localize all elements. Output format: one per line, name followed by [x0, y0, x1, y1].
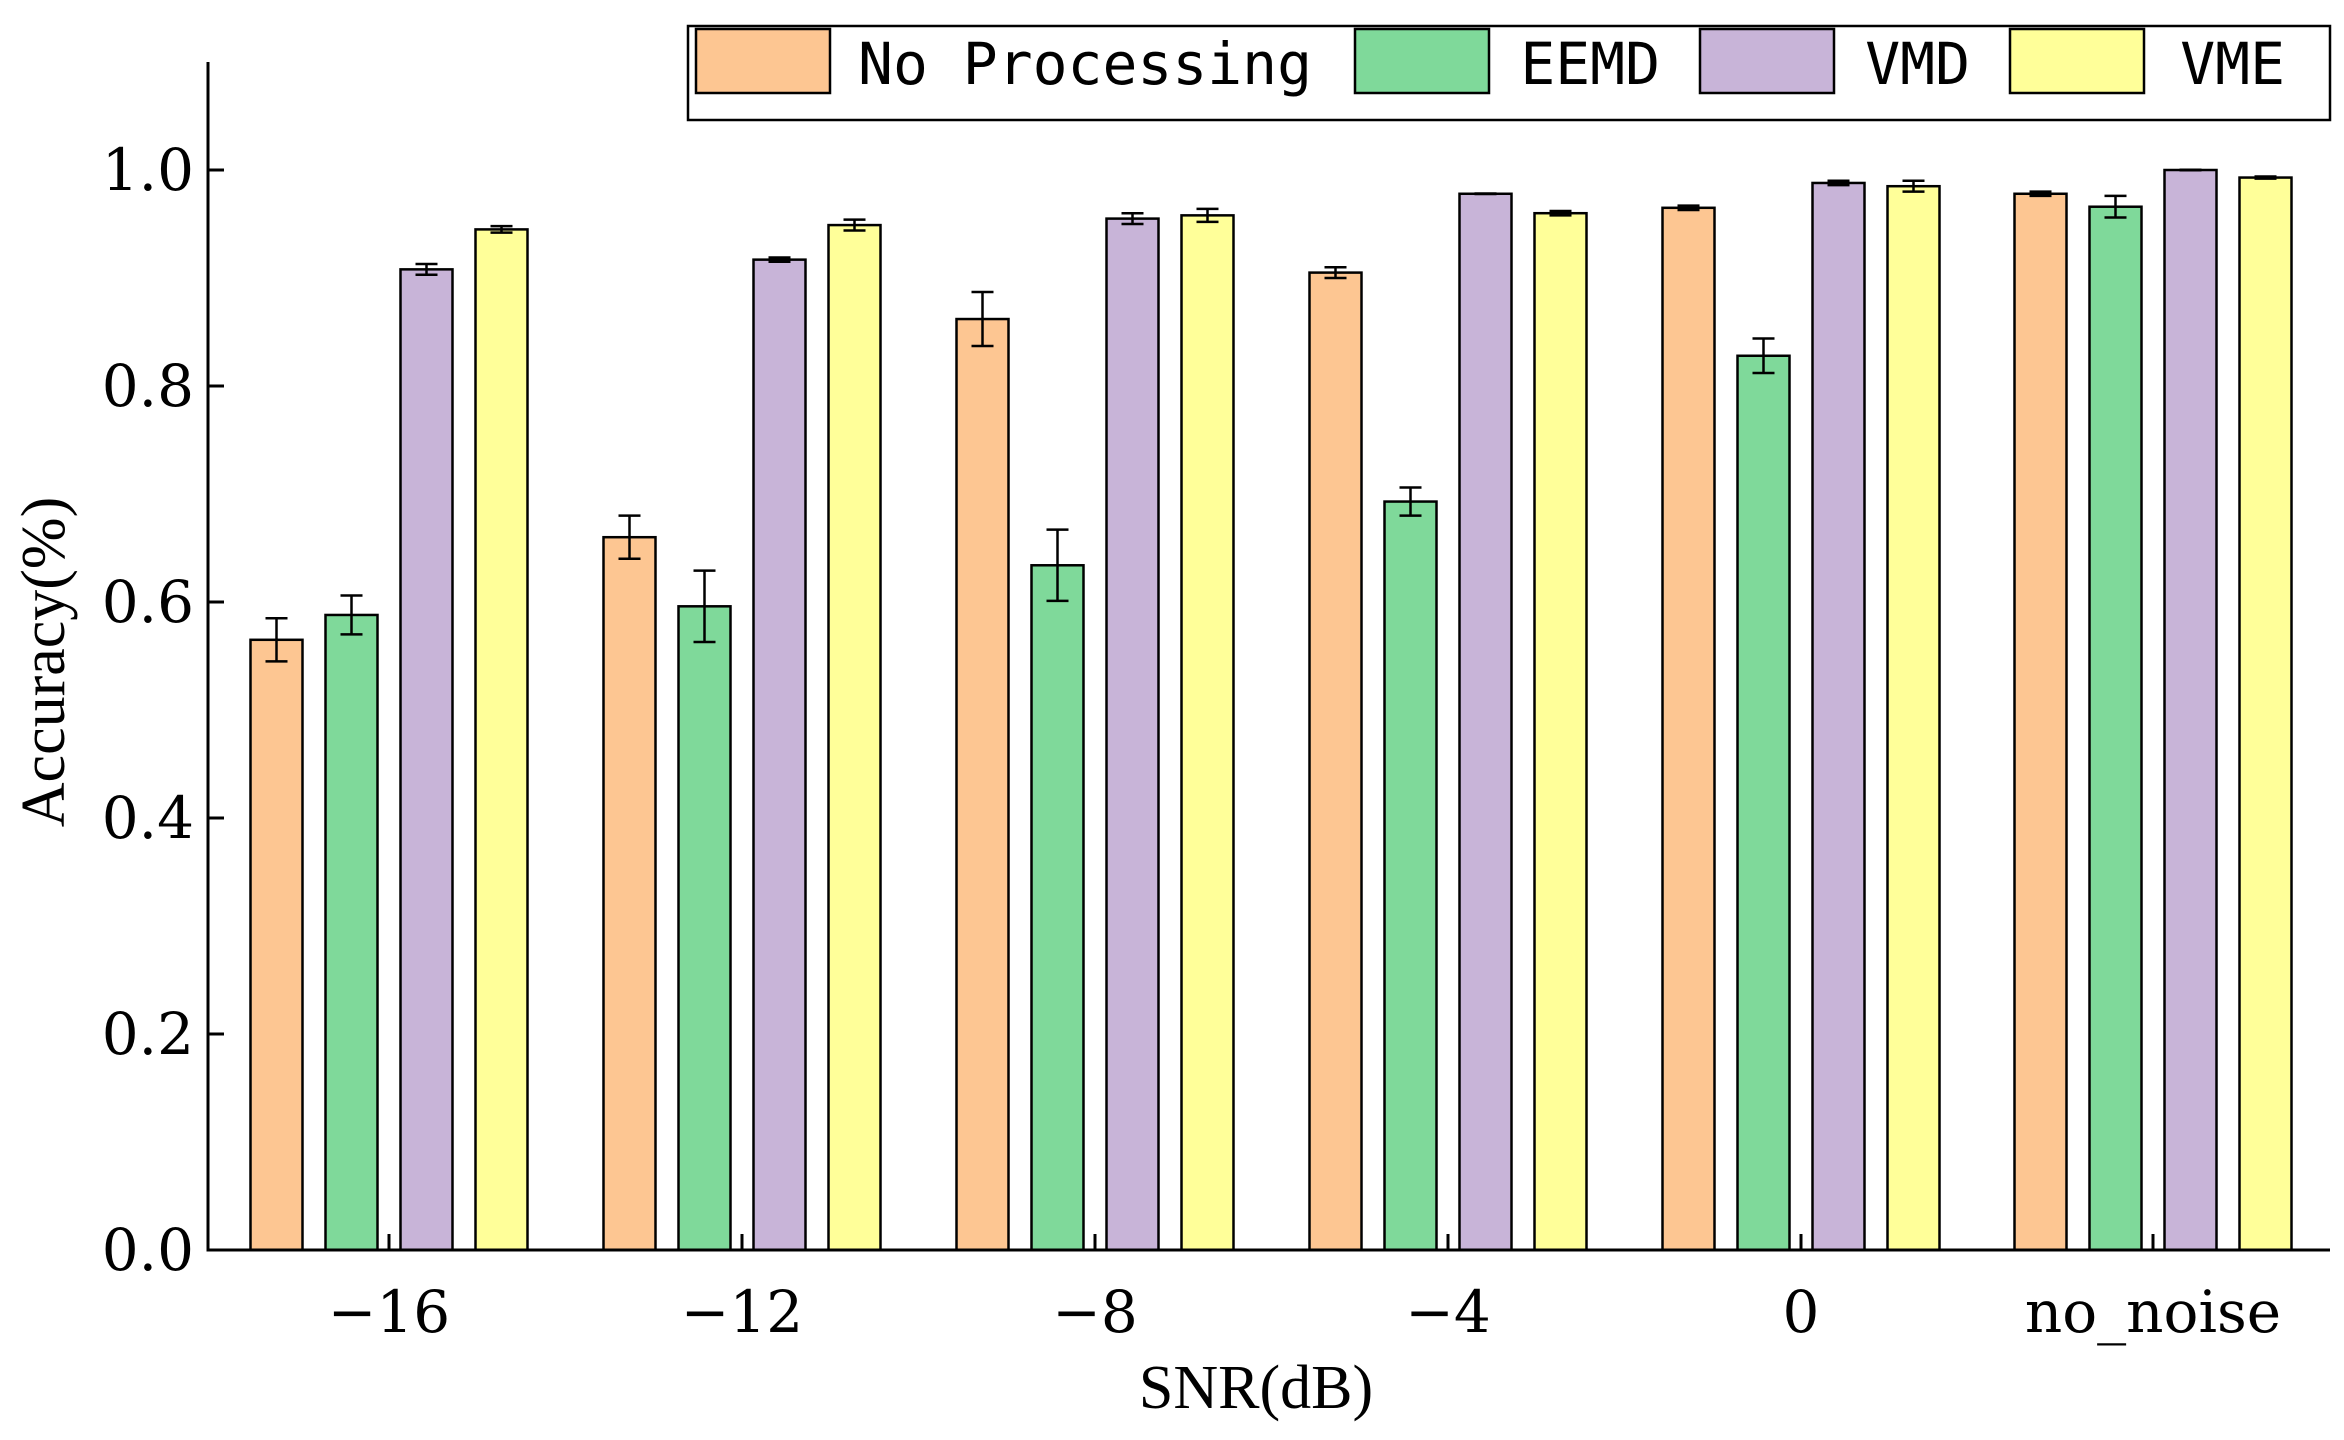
legend-swatch-0: [694, 27, 832, 95]
y-tick-label-3: 0.6: [102, 568, 194, 636]
error-bar-eemd-2: [1046, 528, 1069, 603]
error-bar-no-processing-3: [1324, 265, 1347, 280]
error-bar-eemd-5: [2104, 194, 2127, 219]
bar-no-processing-1: [602, 535, 657, 1252]
bar-vmd-5: [2163, 168, 2218, 1252]
x-tick-label-0: −16: [328, 1278, 450, 1346]
error-bar-vmd-0: [415, 262, 438, 277]
bar-vme-2: [1180, 214, 1235, 1252]
error-bar-no-processing-0: [265, 616, 288, 663]
legend-swatch-2: [1698, 27, 1836, 95]
legend: No Processing EEMD VMD VME: [686, 24, 2332, 122]
error-bar-vmd-2: [1121, 211, 1144, 226]
legend-item-vme: VME: [2008, 27, 2285, 98]
legend-label-3: VME: [2180, 30, 2285, 98]
bar-vmd-1: [752, 258, 807, 1252]
error-bar-no-processing-1: [618, 514, 641, 561]
bar-vme-1: [827, 223, 882, 1252]
error-bar-no-processing-5: [2029, 190, 2052, 198]
bar-eemd-1: [677, 605, 732, 1252]
bar-no-processing-3: [1308, 271, 1363, 1252]
bar-no-processing-4: [1661, 206, 1716, 1252]
x-tick-label-4: 0: [1783, 1278, 1820, 1346]
bar-vmd-2: [1105, 217, 1160, 1252]
error-bar-vme-1: [843, 218, 866, 232]
bar-vme-4: [1886, 184, 1941, 1252]
error-bar-vmd-1: [768, 256, 791, 264]
error-bar-vmd-4: [1827, 179, 1850, 187]
legend-swatch-1: [1353, 27, 1491, 95]
bar-eemd-2: [1030, 564, 1085, 1252]
bar-vmd-3: [1458, 192, 1513, 1252]
x-tick-label-5: no_noise: [2025, 1278, 2281, 1346]
bar-eemd-0: [324, 613, 379, 1252]
error-bar-vme-5: [2254, 175, 2277, 180]
legend-item-vmd: VMD: [1698, 27, 1970, 98]
bar-eemd-4: [1736, 354, 1791, 1252]
tick-labels: 0.0 0.2 0.4 0.6 0.8 1.0 −16 −12 −8 −4 0 no_noise: [102, 136, 2281, 1346]
error-bar-vme-0: [490, 224, 513, 234]
error-bar-vme-3: [1549, 209, 1572, 217]
legend-label-1: EEMD: [1520, 30, 1660, 98]
x-tick-label-2: −8: [1052, 1278, 1138, 1346]
error-bar-no-processing-2: [971, 290, 994, 348]
bars-layer: [249, 168, 2293, 1252]
bar-vmd-4: [1811, 181, 1866, 1252]
bar-vmd-0: [399, 268, 454, 1252]
bar-no-processing-0: [249, 638, 304, 1252]
bar-no-processing-2: [955, 317, 1010, 1252]
y-tick-label-2: 0.4: [102, 784, 194, 852]
error-bar-eemd-4: [1752, 337, 1775, 375]
error-bar-vme-4: [1902, 179, 1925, 193]
bar-no-processing-5: [2013, 192, 2068, 1252]
y-tick-label-4: 0.8: [102, 352, 194, 420]
bar-vme-3: [1533, 211, 1588, 1252]
error-bar-eemd-3: [1399, 486, 1422, 517]
error-bar-no-processing-4: [1677, 204, 1700, 212]
axes: [206, 62, 2330, 1252]
legend-label-2: VMD: [1865, 30, 1970, 98]
error-bar-eemd-1: [693, 569, 716, 644]
x-axis-title: SNR(dB): [1139, 1354, 1373, 1422]
error-bar-vme-2: [1196, 207, 1219, 224]
legend-item-no-processing: No Processing: [694, 27, 1312, 98]
y-tick-label-5: 1.0: [102, 136, 194, 204]
bar-eemd-5: [2088, 205, 2143, 1252]
y-tick-label-0: 0.0: [102, 1216, 194, 1284]
y-tick-label-1: 0.2: [102, 1000, 194, 1068]
bar-vme-0: [474, 228, 529, 1252]
bar-vme-5: [2238, 176, 2293, 1252]
legend-label-0: No Processing: [858, 30, 1312, 98]
legend-swatch-3: [2008, 27, 2146, 95]
error-bars-layer: [265, 168, 2277, 663]
x-tick-label-3: −4: [1405, 1278, 1491, 1346]
error-bar-eemd-0: [340, 594, 363, 636]
legend-item-eemd: EEMD: [1353, 27, 1660, 98]
bar-eemd-3: [1383, 500, 1438, 1252]
y-axis-title: Accuracy(%): [10, 497, 78, 827]
x-tick-label-1: −12: [681, 1278, 803, 1346]
